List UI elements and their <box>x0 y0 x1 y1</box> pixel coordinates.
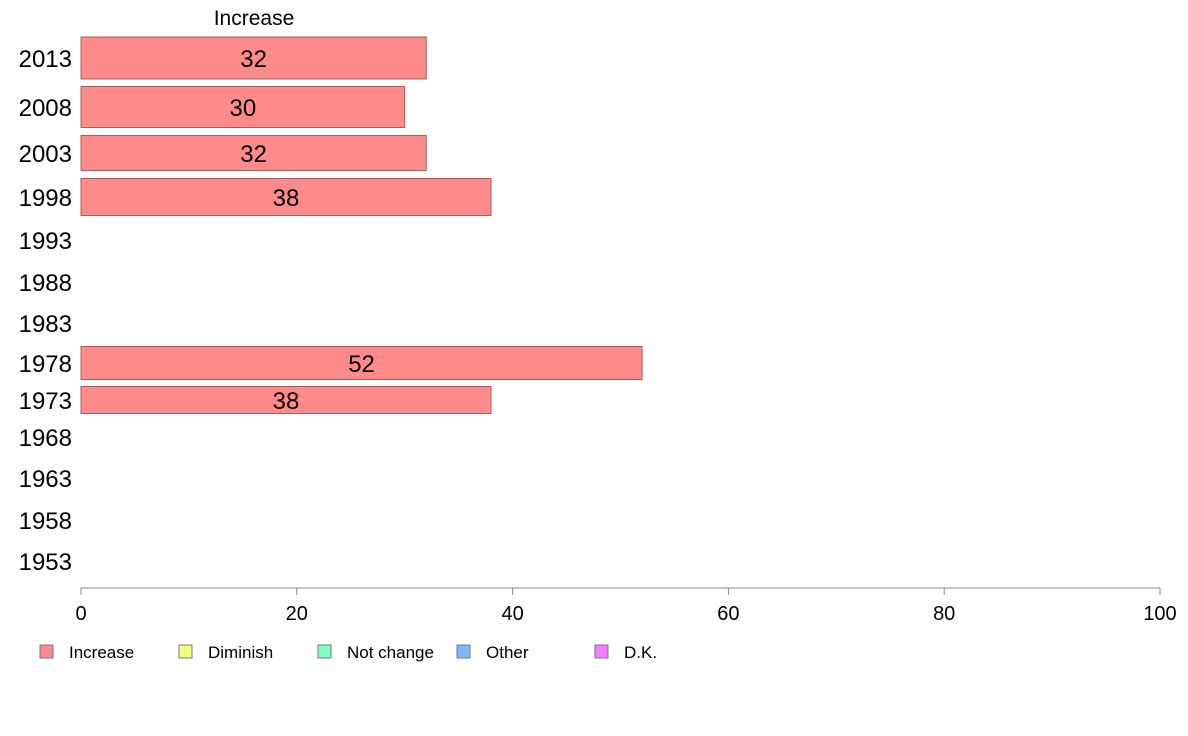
legend-swatch <box>456 644 471 659</box>
plot-title: Increase <box>214 7 295 30</box>
legend-swatch <box>178 644 193 659</box>
y-tick-label: 1963 <box>19 466 72 493</box>
y-tick-label: 1998 <box>19 185 72 212</box>
bar <box>80 386 492 414</box>
bar <box>80 36 427 80</box>
y-tick-label: 1973 <box>19 388 72 415</box>
bar <box>80 346 643 380</box>
x-tick-label: 0 <box>75 603 86 625</box>
legend-swatch <box>317 644 332 659</box>
data-label: 32 <box>240 46 267 73</box>
legend-label: Not change <box>347 643 434 662</box>
legend-label: D.K. <box>624 643 657 662</box>
y-tick-label: 1958 <box>19 508 72 535</box>
y-tick-label: 2003 <box>19 141 72 168</box>
data-label: 52 <box>348 351 375 378</box>
data-label: 38 <box>273 185 300 212</box>
bar <box>80 135 427 171</box>
x-axis: 0 20 40 60 80 100 <box>75 587 1177 625</box>
y-tick-label: 2008 <box>19 95 72 122</box>
legend: Increase Diminish Not change Other D.K. <box>39 643 657 662</box>
bar <box>80 86 406 128</box>
legend-label: Diminish <box>208 643 273 662</box>
data-label: 30 <box>229 95 256 122</box>
legend-swatch <box>39 644 54 659</box>
x-tick-label: 80 <box>933 603 955 625</box>
y-labels-group: 2013 2008 2003 1998 1993 1988 1983 1978 1973 1968… <box>19 46 72 576</box>
legend-label: Other <box>486 643 529 662</box>
x-tick-label: 20 <box>286 603 308 625</box>
legend-label: Increase <box>69 643 134 662</box>
bar <box>80 178 492 216</box>
y-tick-label: 1953 <box>19 549 72 576</box>
y-tick-label: 1993 <box>19 228 72 255</box>
y-tick-label: 1988 <box>19 270 72 297</box>
x-tick-label: 40 <box>501 603 523 625</box>
data-label: 32 <box>240 141 267 168</box>
y-tick-label: 1983 <box>19 311 72 338</box>
legend-swatch <box>594 644 609 659</box>
y-tick-label: 1978 <box>19 351 72 378</box>
y-tick-label: 2013 <box>19 46 72 73</box>
x-tick-label: 100 <box>1143 603 1176 625</box>
x-tick-label: 60 <box>717 603 739 625</box>
y-tick-label: 1968 <box>19 425 72 452</box>
data-label: 38 <box>273 388 300 415</box>
